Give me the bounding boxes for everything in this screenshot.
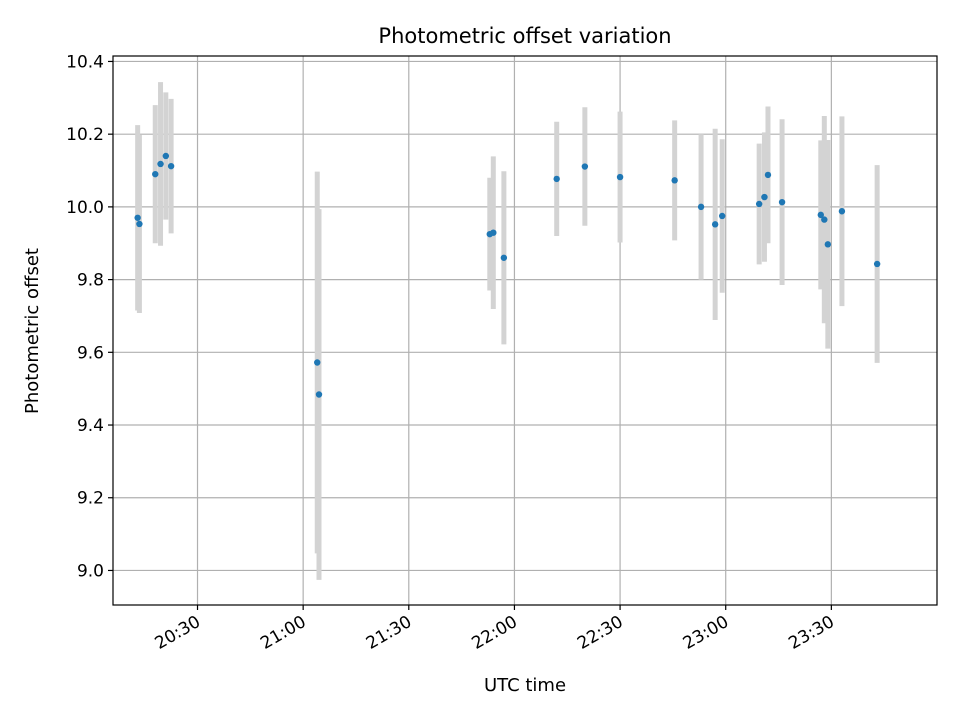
y-tick-label: 9.6 <box>77 343 104 363</box>
data-point <box>697 203 705 211</box>
data-point <box>157 160 164 168</box>
data-point <box>136 220 143 228</box>
y-tick-label: 9.4 <box>77 416 104 436</box>
data-point <box>134 214 141 221</box>
data-point <box>490 229 497 236</box>
data-point <box>162 152 170 160</box>
data-point <box>824 241 832 248</box>
grid <box>113 56 937 605</box>
y-axis-label: Photometric offset <box>22 248 43 414</box>
data-point <box>167 162 175 170</box>
data-point <box>838 208 846 215</box>
data-point <box>778 198 786 206</box>
x-axis-label: UTC time <box>484 675 566 696</box>
data-point <box>821 216 828 223</box>
y-tick-label: 10.4 <box>66 52 104 72</box>
data-point <box>761 193 768 201</box>
data-point <box>152 170 159 178</box>
plot-frame <box>112 55 938 606</box>
data-point <box>817 211 824 219</box>
data-point <box>553 175 560 183</box>
data-point <box>616 173 624 181</box>
data-point <box>581 163 589 170</box>
y-tick-label: 9.0 <box>77 561 104 581</box>
data-point <box>314 359 321 366</box>
data-point <box>711 221 719 228</box>
chart-title: Photometric offset variation <box>378 24 671 48</box>
y-tick-label: 9.8 <box>77 271 104 291</box>
data-point <box>718 212 726 220</box>
data-point <box>755 200 763 208</box>
y-tick-label: 10.0 <box>66 198 104 218</box>
data-point <box>500 254 508 261</box>
data-points <box>134 152 881 398</box>
data-point <box>873 260 881 268</box>
data-point <box>671 177 678 184</box>
y-tick-label: 9.2 <box>77 489 104 509</box>
y-tick-label: 10.2 <box>66 125 104 145</box>
data-point <box>764 171 772 179</box>
data-point <box>315 391 323 398</box>
